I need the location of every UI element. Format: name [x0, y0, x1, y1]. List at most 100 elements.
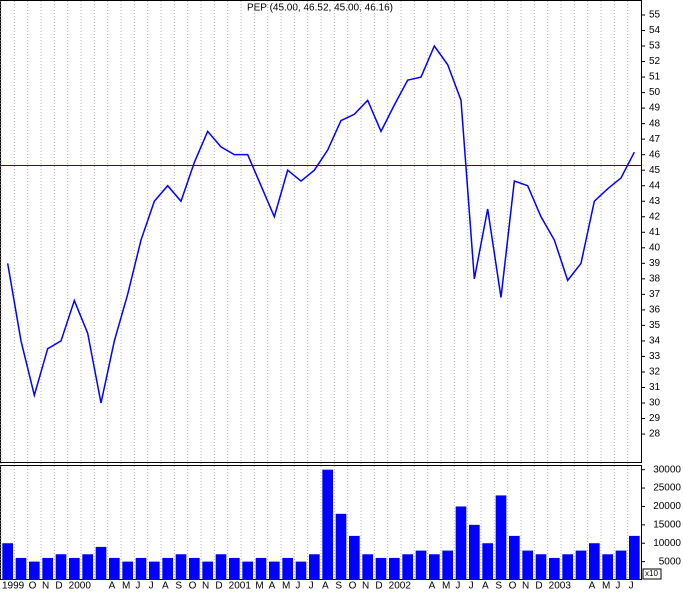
- volume-bar: [575, 550, 587, 580]
- volume-bar: [122, 561, 133, 580]
- x-tick-label: A: [162, 581, 169, 592]
- y-tick-label: 36: [649, 305, 661, 316]
- volume-bar: [362, 554, 373, 580]
- y-tick-label: 55: [649, 10, 661, 21]
- x-tick-label: A: [322, 581, 329, 592]
- y-tick-label: 42: [649, 211, 661, 222]
- y-tick-label: 37: [649, 289, 661, 300]
- x-tick-label: D: [55, 581, 62, 592]
- volume-bar: [255, 557, 267, 580]
- volume-bar: [389, 557, 400, 580]
- volume-bar: [109, 557, 120, 580]
- unit-label: x10: [645, 569, 658, 578]
- y-tick-label: 53: [649, 41, 661, 52]
- volume-bar: [442, 550, 453, 580]
- x-tick-label: O: [509, 581, 517, 592]
- y-tick-label: 48: [649, 118, 661, 129]
- volume-bar: [215, 554, 227, 580]
- price-panel: [0, 0, 642, 463]
- x-tick-label: J: [455, 581, 460, 592]
- x-tick-label: J: [135, 581, 140, 592]
- volume-bar: [522, 550, 533, 580]
- x-tick-label: M: [122, 581, 130, 592]
- price-line: [6, 44, 635, 404]
- volume-bar: [562, 554, 573, 580]
- y-tick-label: 43: [649, 196, 661, 207]
- x-tick-label: J: [615, 581, 620, 592]
- volume-bar: [629, 535, 640, 580]
- x-tick-label: M: [602, 581, 610, 592]
- x-tick-label: N: [42, 581, 49, 592]
- x-tick-label: D: [535, 581, 542, 592]
- x-tick-label: A: [109, 581, 116, 592]
- y-tick-label: 44: [649, 180, 661, 191]
- y-tick-label: 34: [649, 336, 661, 347]
- volume-bar: [535, 554, 547, 580]
- x-tick-label: O: [29, 581, 37, 592]
- y-tick-label: 46: [649, 149, 661, 160]
- volume-bar: [549, 557, 560, 580]
- x-tick-label: S: [495, 581, 502, 592]
- x-tick-label: M: [255, 581, 263, 592]
- x-tick-label: 2000: [69, 581, 92, 592]
- y-tick-label: 30000: [653, 464, 681, 475]
- y-tick-label: 41: [649, 227, 661, 238]
- y-tick-label: 32: [649, 367, 661, 378]
- x-tick-label: O: [189, 581, 197, 592]
- y-tick-label: 10000: [653, 538, 681, 549]
- volume-bar: [495, 495, 507, 580]
- volume-panel: [0, 465, 642, 580]
- y-tick-label: 29: [649, 413, 661, 424]
- volume-bar: [29, 561, 40, 580]
- y-tick-label: 38: [649, 273, 661, 284]
- volume-bar: [2, 543, 14, 580]
- y-tick-label: 40: [649, 242, 661, 253]
- x-tick-label: M: [282, 581, 290, 592]
- x-tick-label: A: [589, 581, 596, 592]
- volume-bar: [402, 554, 413, 580]
- volume-bar: [615, 550, 627, 580]
- y-tick-label: 28: [649, 429, 661, 440]
- volume-bar: [589, 543, 600, 580]
- x-tick-label: J: [469, 581, 474, 592]
- y-tick-label: 33: [649, 351, 661, 362]
- volume-bar: [229, 557, 240, 580]
- volume-bar: [295, 561, 307, 580]
- x-tick-label: N: [202, 581, 209, 592]
- volume-bar: [602, 554, 613, 580]
- y-tick-label: 50: [649, 87, 661, 98]
- x-tick-label: D: [215, 581, 222, 592]
- volume-bar: [375, 557, 387, 580]
- volume-bar: [82, 554, 93, 580]
- x-tick-label: D: [375, 581, 382, 592]
- volume-bar: [429, 554, 440, 580]
- chart-title: PEP (45.00, 46.52, 45.00, 46.16): [247, 3, 393, 14]
- volume-bar: [482, 543, 493, 580]
- volume-bar: [175, 554, 187, 580]
- volume-bar: [135, 557, 147, 580]
- x-tick-label: N: [362, 581, 369, 592]
- x-tick-label: S: [175, 581, 182, 592]
- volume-bar: [189, 557, 200, 580]
- volume-bar: [322, 469, 333, 580]
- volume-bar: [309, 554, 320, 580]
- y-tick-label: 25000: [653, 483, 681, 494]
- y-tick-label: 54: [649, 25, 661, 36]
- y-tick-label: 35: [649, 320, 661, 331]
- x-tick-label: A: [269, 581, 276, 592]
- y-tick-label: 39: [649, 258, 661, 269]
- volume-bar: [162, 557, 173, 580]
- y-tick-label: 15000: [653, 519, 681, 530]
- x-tick-label: 1999: [2, 581, 25, 592]
- y-tick-label: 31: [649, 382, 661, 393]
- x-tick-label: J: [629, 581, 634, 592]
- x-tick-label: J: [149, 581, 154, 592]
- volume-bar: [469, 524, 480, 580]
- volume-bar: [509, 535, 520, 580]
- volume-bar: [455, 506, 467, 580]
- volume-bar: [415, 550, 427, 580]
- y-tick-label: 52: [649, 56, 661, 67]
- x-tick-label: A: [482, 581, 489, 592]
- y-tick-label: 49: [649, 103, 661, 114]
